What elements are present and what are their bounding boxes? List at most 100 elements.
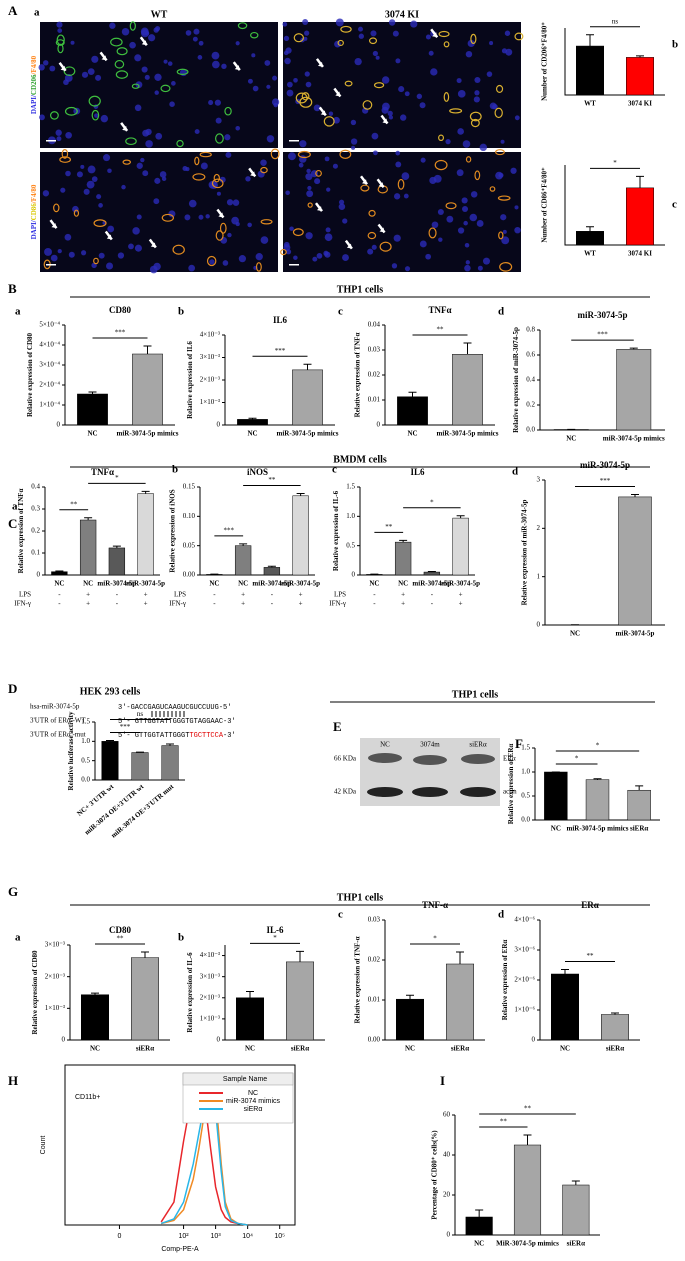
- y-tick-label: 2×10⁻³: [200, 376, 220, 384]
- cell-nucleus: [211, 51, 220, 60]
- cell-nucleus: [224, 134, 231, 141]
- cell-nucleus: [273, 102, 279, 108]
- x-tick-label: siERα: [136, 1045, 154, 1053]
- x-tick-label: NC: [238, 580, 248, 588]
- row-value: +: [241, 591, 245, 599]
- x-tick-label: NC: [90, 1045, 100, 1053]
- stained-cell: [344, 80, 353, 87]
- stained-cell: [497, 195, 511, 201]
- error-bar: [399, 539, 408, 543]
- y-axis-label: Relative expression of IL-6: [332, 490, 340, 571]
- x-tick-label: 10⁵: [274, 1233, 285, 1240]
- cell-nucleus: [474, 76, 481, 84]
- x-tick-label: 3074 KI: [628, 100, 652, 108]
- cell-nucleus: [401, 172, 410, 181]
- x-tick-label: WT: [584, 250, 596, 258]
- stained-cell: [61, 148, 69, 159]
- chart-title: miR-3074-5p: [580, 460, 630, 470]
- cell-nucleus: [498, 172, 504, 178]
- x-tick-label: miR-3074-5p: [281, 580, 320, 588]
- y-tick-label: 20: [443, 1191, 451, 1199]
- cell-nucleus: [510, 167, 517, 174]
- y-axis-label: Relative expression of CD80: [26, 332, 34, 417]
- cell-nucleus: [153, 27, 159, 33]
- cell-nucleus: [325, 227, 331, 233]
- cell-nucleus: [381, 106, 389, 114]
- significance-label: ***: [224, 527, 235, 535]
- chart-title: iNOS: [247, 467, 268, 477]
- cell-nucleus: [95, 74, 102, 81]
- bar: [627, 789, 651, 821]
- bar: [423, 571, 441, 576]
- cell-nucleus: [395, 161, 402, 168]
- cell-nucleus: [304, 30, 310, 36]
- lane-label: siERα: [469, 741, 487, 749]
- cell-nucleus: [342, 218, 348, 224]
- y-tick-label: 3×10⁻⁴: [39, 361, 60, 369]
- y-axis-label: Relative expression of TNFα: [353, 333, 361, 418]
- legend-label: miR-3074 mimics: [226, 1098, 281, 1105]
- cell-nucleus: [81, 71, 89, 78]
- row-value: +: [459, 591, 463, 599]
- cell-nucleus: [100, 114, 109, 123]
- arrow-head: [346, 243, 352, 249]
- y-tick-label: 0: [377, 421, 381, 429]
- stained-cell: [131, 83, 140, 89]
- row-label-part: DAPI/: [30, 94, 38, 114]
- stained-cell: [125, 137, 137, 146]
- cell-nucleus: [298, 162, 304, 168]
- stained-cell: [323, 116, 335, 127]
- cell-nucleus: [437, 208, 444, 216]
- arrow-head: [101, 55, 107, 61]
- stained-cell: [172, 244, 185, 255]
- arrow-head: [250, 171, 256, 177]
- stained-cell: [434, 159, 448, 171]
- cell-nucleus: [284, 57, 291, 65]
- cell-nucleus: [142, 129, 150, 137]
- y-tick-label: 0.10: [183, 512, 196, 520]
- row-value: -: [373, 591, 376, 599]
- x-tick-label: siERα: [291, 1045, 309, 1053]
- y-tick-label: 1.0: [81, 737, 90, 745]
- cell-nucleus: [500, 139, 505, 144]
- cell-nucleus: [121, 184, 126, 190]
- cell-nucleus: [76, 171, 83, 178]
- stained-cell: [438, 134, 445, 142]
- cell-nucleus: [286, 89, 294, 97]
- bar: [101, 741, 119, 781]
- stained-cell: [93, 219, 107, 228]
- row-value: -: [271, 600, 274, 608]
- blot-band: [368, 753, 402, 763]
- arrow-head: [320, 110, 326, 116]
- cell-nucleus: [43, 60, 49, 66]
- cell-nucleus: [171, 81, 176, 86]
- significance-label: **: [70, 500, 78, 508]
- error-bar: [88, 391, 97, 394]
- error-bar: [456, 951, 464, 964]
- bar: [131, 957, 159, 1041]
- cell-nucleus: [163, 59, 168, 64]
- bar: [397, 396, 428, 426]
- x-tick-label: 0: [118, 1233, 122, 1240]
- error-bar: [586, 226, 594, 232]
- scale-bar: [46, 140, 56, 142]
- stained-cell: [293, 33, 304, 43]
- cell-nucleus: [342, 254, 349, 262]
- cell-nucleus: [314, 178, 321, 185]
- cell-nucleus: [367, 248, 374, 255]
- micrograph: [283, 152, 521, 272]
- lane-label: 3074m: [420, 741, 440, 749]
- stained-cell: [362, 100, 373, 110]
- y-tick-label: 1.5: [346, 483, 355, 491]
- cell-nucleus: [505, 48, 513, 56]
- x-tick-label: NC: [566, 435, 576, 443]
- bar: [292, 495, 309, 576]
- cell-nucleus: [477, 265, 483, 271]
- significance-label: **: [268, 476, 276, 484]
- cell-nucleus: [60, 187, 66, 193]
- cell-nucleus: [192, 36, 198, 42]
- cell-nucleus: [464, 243, 470, 248]
- cell-nucleus: [373, 150, 378, 156]
- micrograph: [283, 22, 521, 148]
- significance-label: *: [433, 935, 437, 943]
